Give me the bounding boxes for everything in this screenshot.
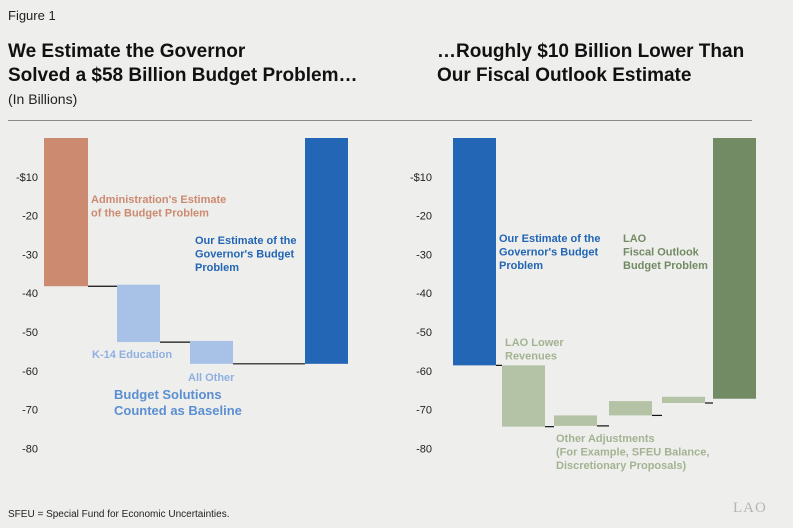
right-annotation-line: Revenues xyxy=(505,351,557,363)
left-annotation-line: Problem xyxy=(195,262,239,274)
left-ytick-label: -50 xyxy=(22,327,38,339)
right-ytick-label: -30 xyxy=(416,249,432,261)
left-annotation-line: Governor's Budget xyxy=(195,249,295,261)
right-annotation-line: Other Adjustments xyxy=(556,433,655,445)
left-annotation-3: All Other xyxy=(188,372,235,384)
right-bar-4 xyxy=(609,401,652,416)
right-annotation-line: LAO Lower xyxy=(505,337,564,349)
figure-label: Figure 1 xyxy=(8,8,56,23)
left-annotation-1: Administration's Estimate of the Budget P… xyxy=(91,194,226,220)
lao-logo: LAO xyxy=(733,500,767,516)
left-annotation-2: K-14 Education xyxy=(92,349,172,361)
left-annotation-4: Our Estimate of the Governor's Budget Prob… xyxy=(195,235,296,274)
left-annotation-line: Administration's Estimate xyxy=(91,194,226,206)
right-ytick-label: -80 xyxy=(416,443,432,455)
right-annotation-line: (For Example, SFEU Balance, xyxy=(556,447,709,459)
right-annotation-line: Budget Problem xyxy=(623,260,708,272)
left-bar-3 xyxy=(190,340,233,364)
left-annotation-line: of the Budget Problem xyxy=(91,208,209,220)
left-ytick-label: -$10 xyxy=(16,172,38,184)
left-ytick-label: -30 xyxy=(22,249,38,261)
right-ytick-label: -70 xyxy=(416,405,432,417)
right-annotation-3: LAO Lower Revenues xyxy=(505,337,564,363)
left-annotation-line: Our Estimate of the xyxy=(195,235,296,247)
units-subtitle: (In Billions) xyxy=(8,91,78,107)
right-annotation-line: LAO xyxy=(623,233,647,245)
right-bar-1 xyxy=(453,138,496,366)
right-bar-5 xyxy=(662,396,705,404)
left-bar-1 xyxy=(44,138,88,287)
right-annotation-1: Our Estimate of the Governor's Budget Prob… xyxy=(499,233,600,272)
header-divider xyxy=(8,120,752,121)
left-ytick-label: -60 xyxy=(22,366,38,378)
right-ytick-label: -60 xyxy=(416,366,432,378)
right-title-line-2: Our Fiscal Outlook Estimate xyxy=(437,65,692,86)
right-annotation-line: Problem xyxy=(499,260,543,272)
right-ytick-label: -50 xyxy=(416,327,432,339)
right-ytick-label: -20 xyxy=(416,211,432,223)
right-annotation-line: Our Estimate of the xyxy=(499,233,600,245)
left-annotation-line: K-14 Education xyxy=(92,349,172,361)
right-annotation-2: LAO Fiscal Outlook Budget Problem xyxy=(623,233,708,272)
right-title-line-1: …Roughly $10 Billion Lower Than xyxy=(437,41,745,62)
footnote: SFEU = Special Fund for Economic Uncerta… xyxy=(8,509,230,520)
right-bar-6 xyxy=(713,138,756,399)
left-ytick-label: -20 xyxy=(22,211,38,223)
right-annotation-4: Other Adjustments (For Example, SFEU Bala… xyxy=(556,433,709,472)
right-bar-2 xyxy=(502,365,545,427)
left-title-line-2: Solved a $58 Billion Budget Problem… xyxy=(8,65,358,86)
left-ytick-label: -70 xyxy=(22,405,38,417)
right-ytick-label: -$10 xyxy=(410,172,432,184)
left-annotation-line: Budget Solutions xyxy=(114,387,222,402)
left-title-line-1: We Estimate the Governor xyxy=(8,41,246,62)
right-bar-3 xyxy=(554,415,597,426)
left-annotation-line: All Other xyxy=(188,372,235,384)
left-ytick-label: -80 xyxy=(22,443,38,455)
right-ytick-label: -40 xyxy=(416,288,432,300)
right-chart-title: …Roughly $10 Billion Lower Than Our Fisc… xyxy=(437,40,787,88)
left-annotation-line: Counted as Baseline xyxy=(114,403,242,418)
left-chart-title: We Estimate the Governor Solved a $58 Bi… xyxy=(8,40,388,88)
right-annotation-line: Fiscal Outlook xyxy=(623,247,700,259)
right-annotation-line: Governor's Budget xyxy=(499,247,599,259)
left-bar-2 xyxy=(117,284,160,343)
right-annotation-line: Discretionary Proposals) xyxy=(556,460,687,472)
left-bar-4 xyxy=(305,138,348,364)
left-ytick-label: -40 xyxy=(22,288,38,300)
left-annotation-5: Budget Solutions Counted as Baseline xyxy=(114,387,242,418)
